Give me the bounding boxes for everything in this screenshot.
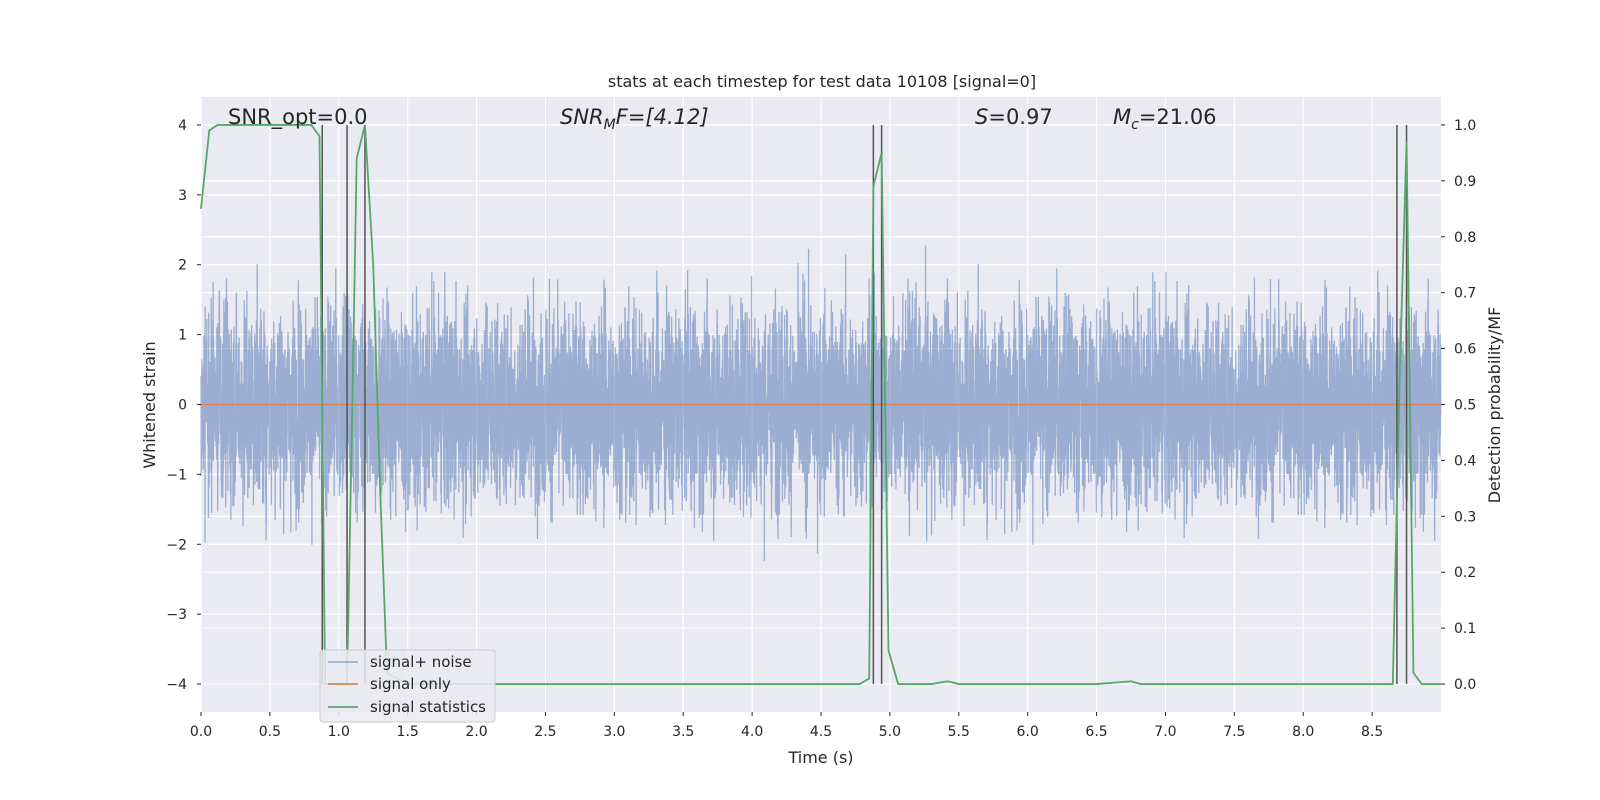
x-tick-label: 8.0	[1292, 724, 1314, 740]
y-tick-label: −4	[166, 677, 187, 693]
y2-tick-label: 0.1	[1454, 621, 1476, 637]
x-tick-label: 4.5	[810, 724, 832, 740]
annotation-s-main: S	[975, 105, 988, 129]
x-tick-label: 7.5	[1223, 724, 1245, 740]
annotation-snr-mf-rest: F=[4.12]	[616, 105, 709, 129]
annotation-mc: Mc=21.06	[1113, 105, 1217, 133]
series-signal-noise	[200, 245, 1442, 562]
x-tick-label: 7.0	[1154, 724, 1176, 740]
x-tick-label: 0.0	[190, 724, 212, 740]
annotation-s-rest: =0.97	[988, 105, 1052, 129]
x-axis-label: Time (s)	[787, 748, 853, 767]
annotation-s: S=0.97	[975, 105, 1053, 129]
x-axis-ticks: 0.0 0.5 1.0 1.5 2.0 2.5 3.0 3.5 4.0 4.5 5.0 5.5 6.0 6…	[190, 712, 1383, 740]
y-tick-label: −3	[166, 607, 187, 623]
y2-tick-label: 0.4	[1454, 453, 1476, 469]
y2-tick-label: 0.7	[1454, 286, 1476, 302]
annotation-mc-main: M	[1113, 105, 1131, 129]
legend-label-signal-statistics: signal statistics	[370, 698, 486, 716]
y2-tick-label: 0.5	[1454, 398, 1476, 414]
legend-box	[319, 649, 496, 723]
x-tick-label: 6.5	[1085, 724, 1107, 740]
y-tick-label: 4	[178, 118, 187, 134]
y-axis-label: Whitened strain	[140, 341, 159, 468]
y-tick-label: 1	[178, 328, 187, 344]
x-tick-label: 3.5	[672, 724, 694, 740]
x-tick-label: 5.0	[879, 724, 901, 740]
y2-tick-label: 0.2	[1454, 565, 1476, 581]
y-tick-label: 0	[178, 398, 187, 414]
x-tick-label: 2.5	[534, 724, 556, 740]
x-tick-label: 6.0	[1017, 724, 1039, 740]
annotation-snr-opt: SNR_opt=0.0	[228, 105, 368, 130]
y2-tick-label: 0.3	[1454, 509, 1476, 525]
x-tick-label: 8.5	[1361, 724, 1383, 740]
x-tick-label: 0.5	[259, 724, 281, 740]
y-tick-label: 3	[178, 188, 187, 204]
y-tick-label: −2	[166, 537, 187, 553]
legend: signal+ noise signal only signal statist…	[319, 649, 496, 723]
annotation-mc-rest: =21.06	[1139, 105, 1217, 129]
chart-title: stats at each timestep for test data 101…	[608, 72, 1036, 91]
x-tick-label: 4.0	[741, 724, 763, 740]
x-tick-label: 1.0	[328, 724, 350, 740]
signal-noise-path	[200, 245, 1442, 562]
y2-tick-label: 0.9	[1454, 174, 1476, 190]
vertical-markers	[321, 124, 1408, 685]
annotation-snr-mf-main: SNR	[560, 105, 604, 129]
y-tick-label: 2	[178, 258, 187, 274]
y-axis-ticks: −4 −3 −2 −1 0 1 2 3 4	[166, 118, 201, 693]
annotation-snr-mf-sub: M	[604, 117, 616, 133]
y2-tick-label: 0.8	[1454, 230, 1476, 246]
y2-tick-label: 0.0	[1454, 677, 1476, 693]
y2-tick-label: 0.6	[1454, 342, 1476, 358]
x-tick-label: 5.5	[948, 724, 970, 740]
x-tick-label: 1.5	[397, 724, 419, 740]
legend-label-signal-noise: signal+ noise	[370, 653, 472, 671]
y2-axis-ticks: 0.0 0.1 0.2 0.3 0.4 0.5 0.6 0.7 0.8 0.9 1.0	[1441, 118, 1476, 693]
x-tick-label: 3.0	[603, 724, 625, 740]
y2-tick-label: 1.0	[1454, 118, 1476, 134]
y2-axis-label: Detection probability/MF	[1485, 307, 1504, 504]
x-tick-label: 2.0	[465, 724, 487, 740]
legend-label-signal-only: signal only	[370, 675, 451, 693]
annotation-mc-sub: c	[1131, 117, 1139, 133]
y-tick-label: −1	[166, 467, 187, 483]
annotation-snr-mf: SNRMF=[4.12]	[560, 105, 709, 133]
